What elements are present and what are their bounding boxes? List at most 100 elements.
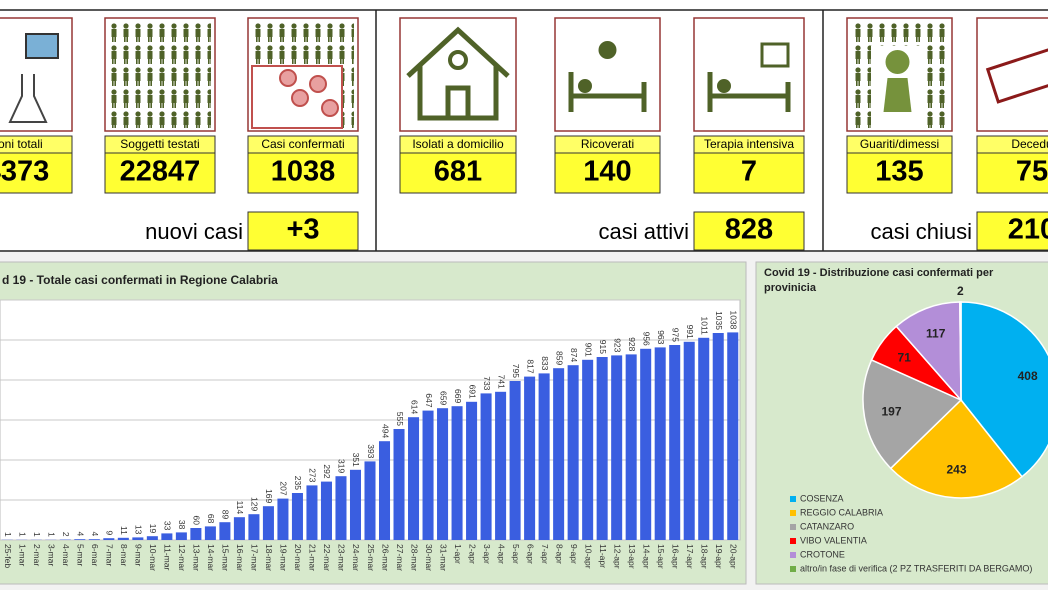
- flask: [8, 74, 48, 123]
- data-label: 1035: [714, 311, 724, 330]
- x-tick-label: 4-mar: [61, 544, 71, 566]
- bar: [611, 355, 623, 540]
- patient-head: [578, 79, 592, 93]
- x-tick-label: 26-mar: [380, 544, 390, 571]
- legend-label: REGGIO CALABRIA: [800, 507, 883, 517]
- body: [883, 78, 912, 112]
- icon: [251, 22, 354, 129]
- data-label: 614: [409, 400, 419, 414]
- icon: [109, 22, 211, 128]
- x-tick-label: 31-mar: [438, 544, 448, 571]
- bar: [437, 408, 449, 540]
- x-tick-label: 16-apr: [670, 544, 680, 569]
- data-label: 129: [250, 497, 260, 511]
- data-label: 235: [293, 476, 303, 490]
- x-tick-label: 3-apr: [482, 544, 492, 564]
- data-label: 408: [1018, 369, 1038, 383]
- legend-label: CROTONE: [800, 549, 845, 559]
- bar: [422, 410, 434, 540]
- x-tick-label: 13-mar: [192, 544, 202, 571]
- bar: [320, 481, 332, 540]
- stat-label: Soggetti testati: [120, 137, 199, 151]
- bar: [190, 528, 202, 540]
- x-tick-label: 9-apr: [569, 544, 579, 564]
- bar: [727, 332, 739, 540]
- bar: [495, 391, 507, 540]
- data-label: 956: [641, 332, 651, 346]
- pie-slice: [959, 301, 962, 401]
- data-label: 817: [525, 359, 535, 373]
- x-tick-label: 21-mar: [308, 544, 318, 571]
- data-label: 273: [308, 468, 318, 482]
- virus-icon: [279, 69, 297, 87]
- bar: [161, 533, 173, 540]
- pie-slice: [960, 301, 1048, 478]
- pie-slice: [895, 301, 962, 403]
- data-label: 9: [105, 530, 115, 535]
- x-tick-label: 20-apr: [728, 544, 738, 569]
- data-label: 915: [598, 340, 608, 354]
- data-label: 243: [947, 463, 967, 477]
- stat-value: 75: [1016, 156, 1048, 188]
- value-box: [846, 152, 953, 194]
- data-label: 659: [438, 391, 448, 405]
- patient-head: [717, 79, 731, 93]
- bar: [683, 341, 695, 540]
- x-tick-label: 7-mar: [105, 544, 115, 566]
- data-label: 4: [76, 531, 86, 536]
- bar: [625, 354, 637, 540]
- value-box: [247, 152, 359, 194]
- x-tick-label: 10-mar: [148, 544, 158, 571]
- value-box: [104, 152, 216, 194]
- data-label: 2: [61, 532, 71, 537]
- x-tick-label: 19-mar: [279, 544, 289, 571]
- bar: [509, 381, 521, 540]
- bar: [291, 493, 303, 540]
- bed-icon: [707, 72, 791, 112]
- pie-slice: [862, 358, 963, 470]
- stat-value: 4373: [0, 156, 49, 188]
- summary-label: nuovi casi: [145, 219, 243, 244]
- x-tick-label: 2-mar: [32, 544, 42, 566]
- bar: [596, 357, 608, 540]
- data-label: 114: [235, 501, 245, 515]
- x-tick-label: 1-apr: [453, 544, 463, 564]
- stat-value: 7: [741, 156, 757, 188]
- data-label: 117: [926, 326, 946, 340]
- legend-label: CATANZARO: [800, 521, 854, 531]
- x-tick-label: 5-mar: [76, 544, 86, 566]
- bar: [480, 393, 492, 540]
- bar: [378, 441, 391, 540]
- bar: [132, 537, 144, 540]
- summary-box: [693, 211, 805, 251]
- icon: [406, 26, 510, 121]
- x-tick-label: 8-apr: [554, 544, 564, 564]
- summary-box: [976, 211, 1048, 251]
- data-label: 13: [134, 525, 144, 535]
- data-label: 1: [47, 532, 57, 537]
- data-label: 963: [656, 330, 666, 344]
- x-tick-label: 18-apr: [699, 544, 709, 569]
- bar: [74, 539, 86, 540]
- x-tick-label: 6-mar: [90, 544, 100, 566]
- summary-label: casi attivi: [599, 219, 689, 244]
- bar: [451, 406, 463, 540]
- x-tick-label: 17-apr: [685, 544, 695, 569]
- stamp-icon: [985, 39, 1048, 104]
- chart-title: d 19 - Totale casi confermati in Regione…: [2, 273, 278, 287]
- data-label: 1011: [699, 317, 709, 336]
- data-label: 691: [467, 385, 477, 399]
- bar: [277, 498, 289, 540]
- x-tick-label: 10-apr: [583, 544, 593, 569]
- legend-swatch: [790, 538, 796, 544]
- bar: [567, 365, 579, 540]
- x-tick-label: 2-apr: [467, 544, 477, 564]
- value-box: [693, 152, 805, 194]
- bar: [538, 373, 550, 540]
- x-tick-label: 3-mar: [47, 544, 57, 566]
- stat-value: 140: [583, 156, 631, 188]
- x-tick-label: 19-apr: [714, 544, 724, 569]
- data-label: 19: [148, 524, 158, 534]
- x-tick-label: 22-mar: [322, 544, 332, 571]
- data-label: 4: [90, 531, 100, 536]
